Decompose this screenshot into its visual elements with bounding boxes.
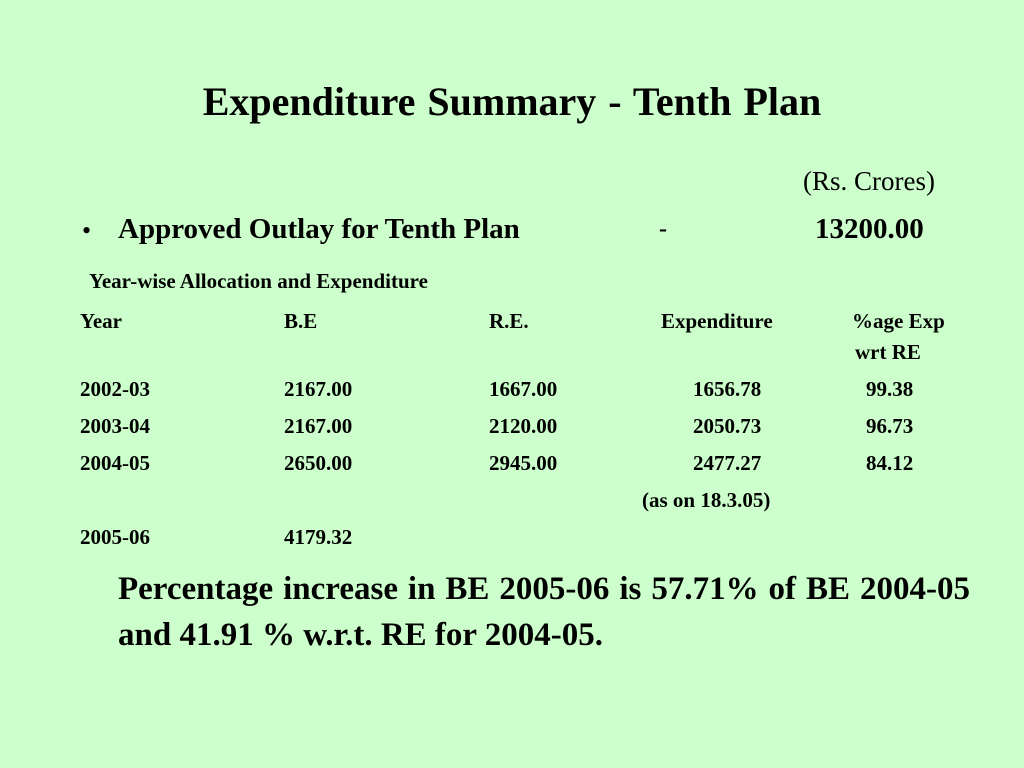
header-expenditure: Expenditure xyxy=(661,309,773,333)
row-be: 4179.32 xyxy=(284,525,353,549)
row-percentage: 99.38 xyxy=(866,377,914,401)
header-be: B.E xyxy=(284,309,318,333)
row-year: 2005-06 xyxy=(80,525,150,549)
header-year: Year xyxy=(80,309,122,333)
row-be: 2167.00 xyxy=(284,377,353,401)
row-re: 1667.00 xyxy=(489,377,558,401)
row-year: 2003-04 xyxy=(80,414,150,438)
row-expenditure: 1656.78 xyxy=(693,377,762,401)
row-expenditure: 2477.27 xyxy=(693,451,762,475)
row-be: 2167.00 xyxy=(284,414,353,438)
slide-title: Expenditure Summary - Tenth Plan xyxy=(202,79,822,124)
conclusion-text: Percentage increase in BE 2005-06 is 57.… xyxy=(118,571,970,653)
unit-note: (Rs. Crores) xyxy=(803,166,935,196)
header-re: R.E. xyxy=(489,309,529,333)
row-re: 2945.00 xyxy=(489,451,558,475)
bullet-marker: • xyxy=(82,216,92,245)
row-be: 2650.00 xyxy=(284,451,353,475)
row-year: 2002-03 xyxy=(80,377,150,401)
row-expenditure: 2050.73 xyxy=(693,414,762,438)
table-caption: Year-wise Allocation and Expenditure xyxy=(89,269,428,293)
outlay-dash: - xyxy=(659,216,667,242)
row-percentage: 84.12 xyxy=(866,451,914,475)
row-year: 2004-05 xyxy=(80,451,150,475)
approved-outlay-value: 13200.00 xyxy=(815,213,924,245)
expenditure-date-note: (as on 18.3.05) xyxy=(642,488,771,512)
header-percentage: %age Exp xyxy=(852,309,945,333)
row-re: 2120.00 xyxy=(489,414,558,438)
approved-outlay-label: Approved Outlay for Tenth Plan xyxy=(118,213,520,245)
row-percentage: 96.73 xyxy=(866,414,914,438)
header-percentage-line2: wrt RE xyxy=(855,340,921,364)
